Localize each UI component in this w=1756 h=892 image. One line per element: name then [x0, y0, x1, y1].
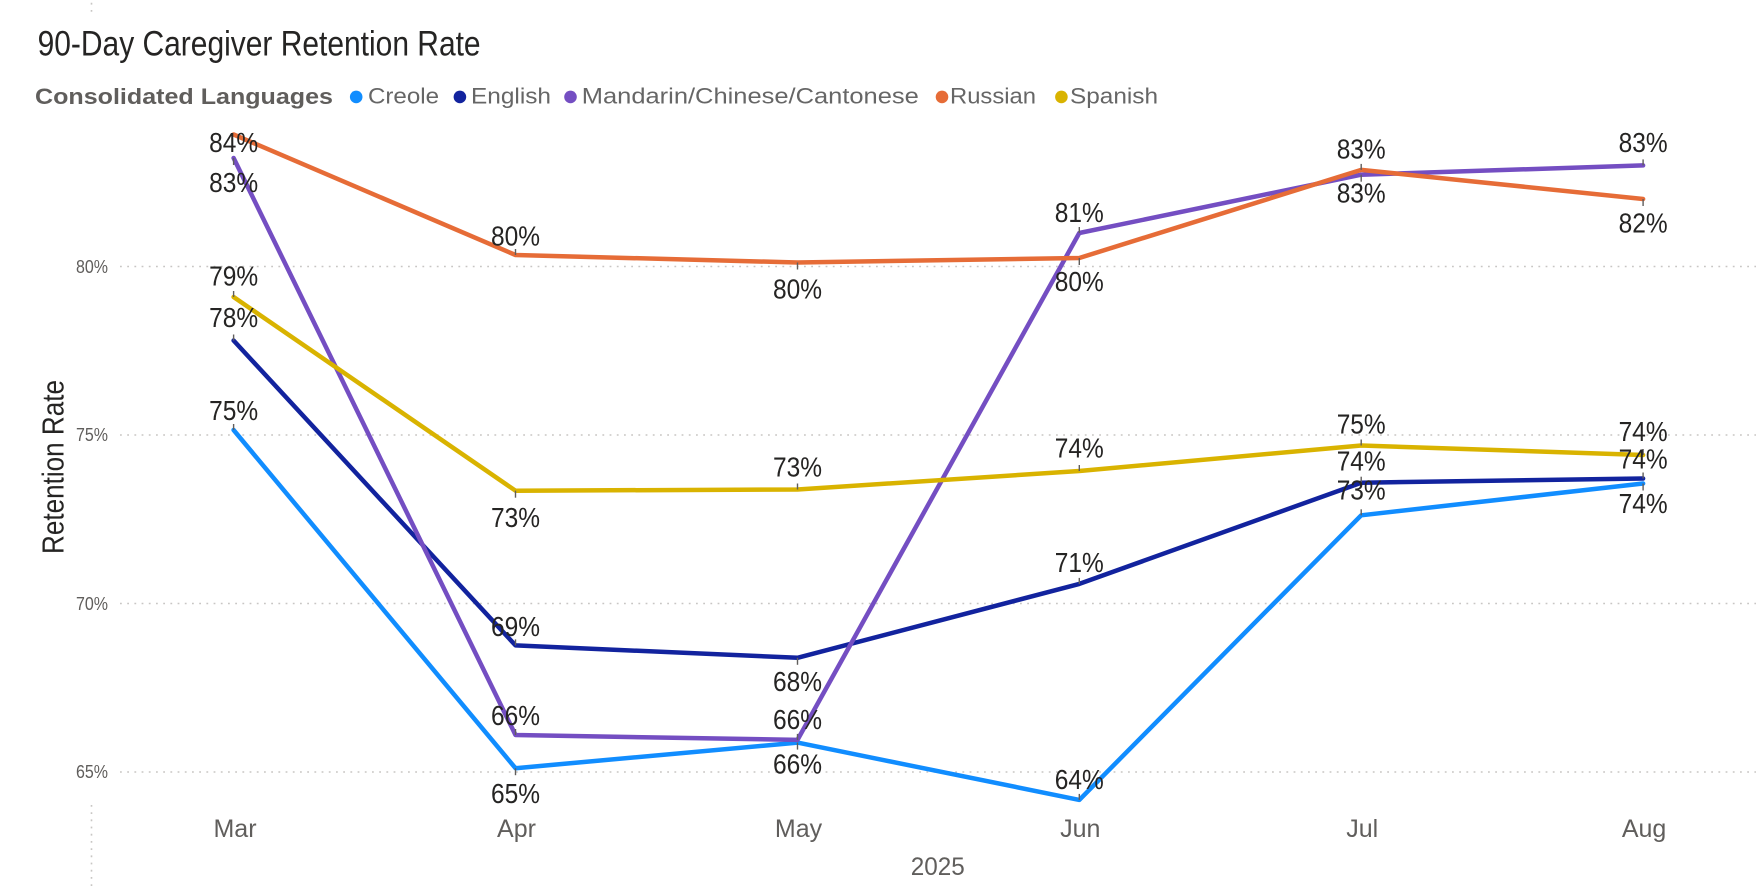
svg-text:79%: 79%: [209, 261, 258, 292]
svg-text:83%: 83%: [1619, 127, 1668, 158]
svg-text:65%: 65%: [491, 778, 540, 809]
svg-text:Apr: Apr: [497, 815, 536, 843]
svg-text:75%: 75%: [209, 395, 258, 426]
svg-text:73%: 73%: [491, 502, 540, 533]
svg-text:Mandarin/Chinese/Cantonese: Mandarin/Chinese/Cantonese: [582, 84, 919, 109]
svg-text:90-Day Caregiver Retention Rat: 90-Day Caregiver Retention Rate: [38, 24, 481, 64]
svg-text:74%: 74%: [1055, 433, 1104, 464]
svg-text:Retention Rate: Retention Rate: [37, 380, 71, 554]
svg-text:74%: 74%: [1619, 444, 1668, 475]
svg-text:69%: 69%: [491, 611, 540, 642]
svg-text:74%: 74%: [1619, 416, 1668, 447]
svg-text:May: May: [775, 815, 823, 843]
svg-text:83%: 83%: [209, 167, 258, 198]
svg-text:80%: 80%: [76, 257, 108, 277]
svg-text:68%: 68%: [773, 666, 822, 697]
svg-text:83%: 83%: [1337, 178, 1386, 209]
svg-text:64%: 64%: [1055, 764, 1104, 795]
svg-text:65%: 65%: [76, 762, 108, 782]
svg-text:80%: 80%: [491, 221, 540, 252]
svg-text:84%: 84%: [209, 127, 258, 158]
svg-text:73%: 73%: [773, 451, 822, 482]
svg-text:66%: 66%: [491, 700, 540, 731]
svg-text:71%: 71%: [1055, 547, 1104, 578]
svg-text:Jul: Jul: [1346, 815, 1378, 843]
svg-text:75%: 75%: [76, 425, 108, 445]
svg-text:70%: 70%: [76, 594, 108, 614]
svg-text:75%: 75%: [1337, 408, 1386, 439]
svg-text:Russian: Russian: [950, 84, 1036, 109]
svg-text:Mar: Mar: [213, 815, 256, 843]
svg-text:82%: 82%: [1619, 208, 1668, 239]
svg-text:73%: 73%: [1337, 474, 1386, 505]
svg-text:Aug: Aug: [1622, 815, 1666, 843]
svg-text:Consolidated Languages: Consolidated Languages: [35, 84, 333, 109]
svg-text:78%: 78%: [209, 302, 258, 333]
svg-text:66%: 66%: [773, 704, 822, 735]
svg-text:66%: 66%: [773, 749, 822, 780]
svg-text:81%: 81%: [1055, 197, 1104, 228]
svg-text:Spanish: Spanish: [1070, 84, 1158, 109]
svg-text:80%: 80%: [1055, 266, 1104, 297]
svg-text:English: English: [471, 84, 551, 109]
svg-text:Creole: Creole: [368, 84, 439, 109]
svg-text:74%: 74%: [1337, 446, 1386, 477]
svg-text:80%: 80%: [773, 273, 822, 304]
svg-text:83%: 83%: [1337, 134, 1386, 165]
svg-text:74%: 74%: [1619, 488, 1668, 519]
svg-text:Jun: Jun: [1060, 815, 1100, 843]
svg-text:2025: 2025: [911, 853, 965, 881]
